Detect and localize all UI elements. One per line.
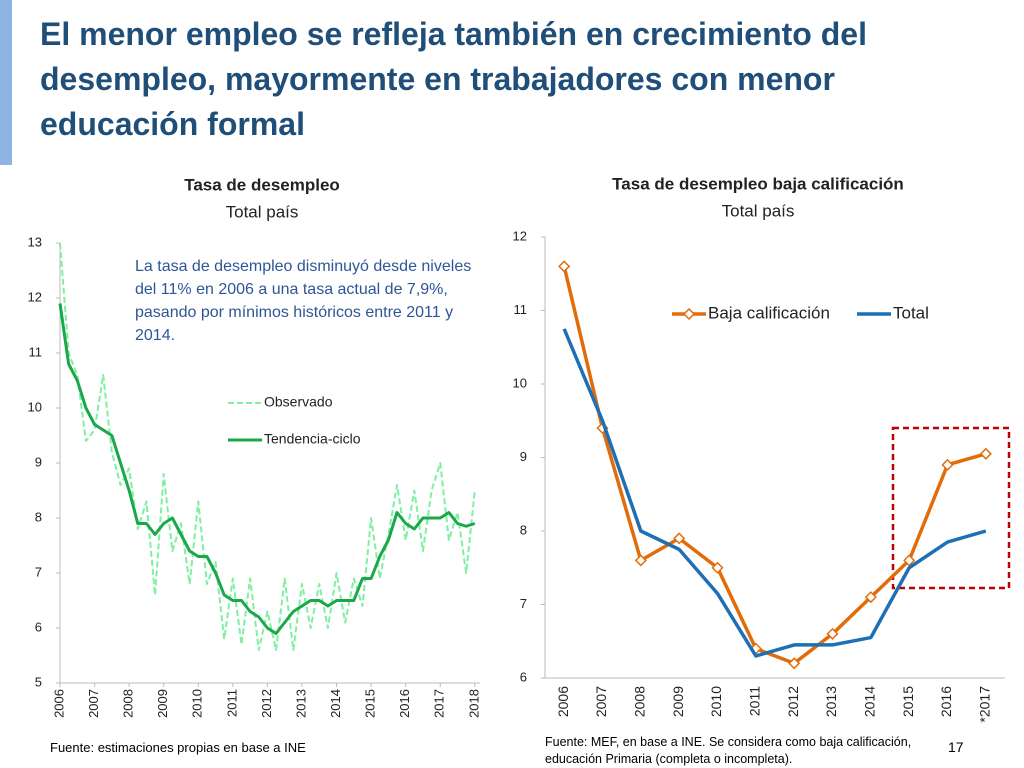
- x-tick-label: 2016: [397, 689, 412, 718]
- chart-subtitle: Total país: [722, 201, 795, 220]
- y-tick-label: 5: [35, 674, 42, 689]
- marker: [634, 554, 647, 567]
- x-tick-label: 2011: [747, 686, 763, 716]
- marker: [558, 260, 571, 273]
- y-tick-label: 12: [513, 228, 527, 243]
- y-tick-label: 12: [28, 289, 42, 304]
- y-tick-label: 9: [520, 449, 527, 464]
- y-tick-label: 6: [35, 619, 42, 634]
- legend-label: Observado: [264, 394, 333, 410]
- x-tick-label: 2009: [670, 686, 686, 717]
- series-line: [562, 265, 987, 666]
- page-number: 17: [948, 739, 964, 755]
- marker: [903, 554, 916, 567]
- source: Fuente: estimaciones propias en base a I…: [50, 740, 306, 755]
- marker: [941, 458, 954, 471]
- y-tick-label: 7: [35, 564, 42, 579]
- x-tick-label: 2007: [593, 686, 609, 717]
- y-tick-label: 13: [28, 234, 42, 249]
- x-tick-label: 2014: [862, 686, 878, 717]
- legend-label: Total: [893, 303, 929, 322]
- x-tick-label: 2015: [900, 686, 916, 717]
- x-tick-label: 2008: [632, 686, 648, 717]
- y-tick-label: 10: [28, 399, 42, 414]
- marker: [711, 561, 724, 574]
- marker: [673, 532, 686, 545]
- y-tick-label: 10: [513, 375, 527, 390]
- marker: [826, 627, 839, 640]
- x-tick-label: 2010: [708, 686, 724, 717]
- y-tick-label: 6: [520, 669, 527, 684]
- x-tick-label: 2006: [555, 686, 571, 717]
- x-tick-label: 2013: [823, 686, 839, 717]
- chart-subtitle: Total país: [226, 202, 299, 221]
- chart-title: Tasa de desempleo baja calificación: [612, 174, 904, 193]
- legend-label: Tendencia-ciclo: [264, 431, 361, 447]
- highlight-box: [891, 426, 1011, 590]
- slide-title: El menor empleo se refleja también en cr…: [40, 16, 867, 142]
- y-tick-label: 9: [35, 454, 42, 469]
- series-line: [562, 328, 987, 658]
- marker: [864, 591, 877, 604]
- y-tick-label: 8: [520, 522, 527, 537]
- marker: [788, 657, 801, 670]
- source: Fuente: MEF, en base a INE. Se considera…: [545, 735, 912, 766]
- y-tick-label: 8: [35, 509, 42, 524]
- y-tick-label: 11: [29, 344, 43, 359]
- series-line: [59, 242, 476, 651]
- x-tick-label: 2009: [155, 689, 170, 718]
- x-tick-label: 2008: [121, 689, 136, 718]
- x-tick-label: 2007: [86, 689, 101, 718]
- x-tick-label: 2012: [785, 686, 801, 717]
- chart-title: Tasa de desempleo: [184, 175, 340, 194]
- x-tick-label: 2016: [938, 686, 954, 717]
- x-tick-label: 2017: [432, 689, 447, 718]
- x-tick-label: 2012: [259, 689, 274, 718]
- x-tick-label: 2015: [363, 689, 378, 718]
- x-tick-label: 2014: [328, 689, 343, 718]
- x-tick-label: 2011: [224, 689, 239, 717]
- legend-label: Baja calificación: [708, 303, 830, 322]
- x-tick-label: 2010: [190, 689, 205, 718]
- x-tick-label: *2017: [977, 686, 993, 723]
- y-tick-label: 7: [520, 596, 527, 611]
- x-tick-label: 2018: [466, 689, 481, 718]
- marker: [979, 447, 992, 460]
- y-tick-label: 11: [514, 302, 528, 317]
- accent-bar: [0, 0, 12, 165]
- legend-marker: [682, 307, 696, 321]
- x-tick-label: 2013: [293, 689, 308, 718]
- annotation: La tasa de desempleo disminuyó desde niv…: [135, 258, 472, 344]
- x-tick-label: 2006: [51, 689, 66, 718]
- series-line: [58, 303, 476, 635]
